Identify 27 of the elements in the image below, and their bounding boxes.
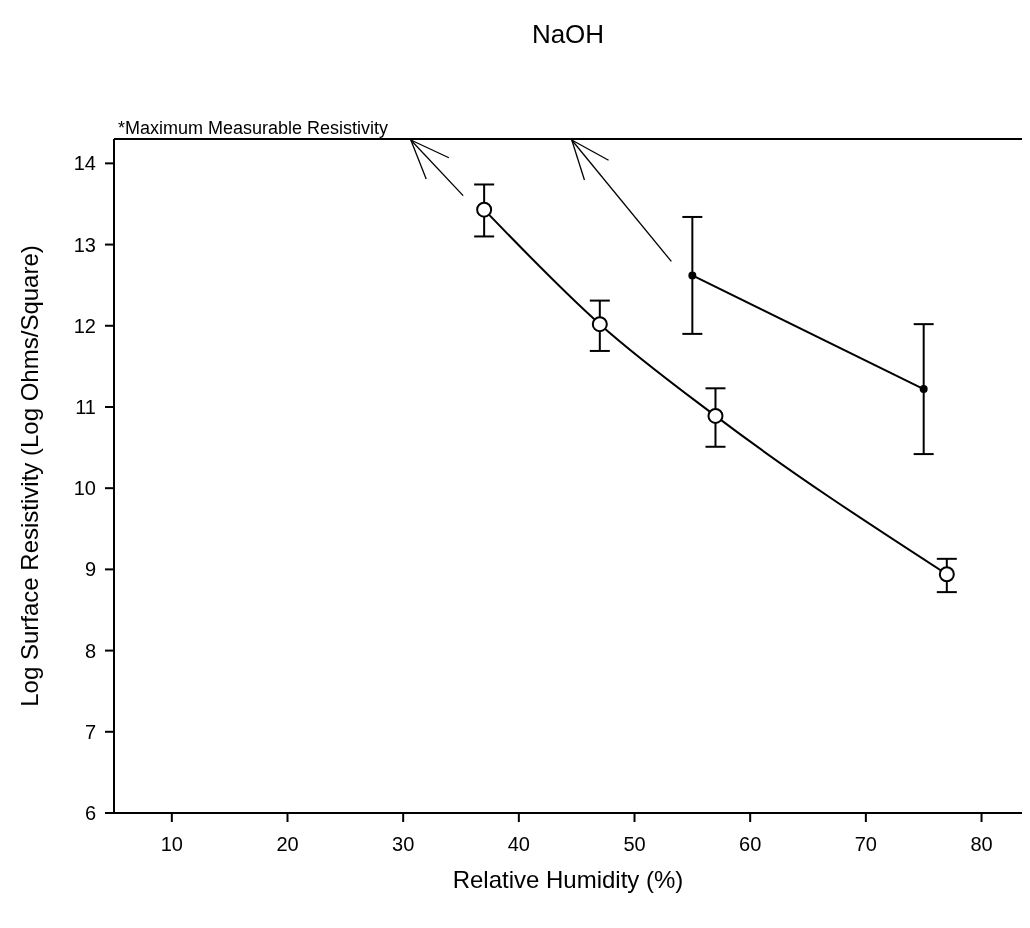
point xyxy=(688,271,697,280)
x-tick-label: 10 xyxy=(160,833,183,855)
y-tick-label: 14 xyxy=(73,152,96,175)
y-tick-label: 6 xyxy=(84,802,96,824)
point xyxy=(919,385,928,394)
x-tick-label: 20 xyxy=(276,833,299,855)
y-tick-label: 10 xyxy=(73,477,96,500)
y-axis-title: Log Surface Resistivity (Log Ohms/Square) xyxy=(16,245,43,707)
point xyxy=(591,316,608,333)
x-tick-label: 60 xyxy=(739,833,762,855)
ref-line-label: *Maximum Measurable Resistivity xyxy=(118,118,389,138)
y-tick-label: 12 xyxy=(73,314,96,337)
point xyxy=(476,201,493,218)
chart-title: NaOH xyxy=(531,19,605,49)
y-tick-label: 11 xyxy=(75,395,96,418)
point xyxy=(707,407,724,424)
x-tick-label: 30 xyxy=(392,833,415,855)
y-tick-label: 9 xyxy=(84,558,96,581)
x-tick-label: 70 xyxy=(854,833,877,855)
y-tick-label: 8 xyxy=(84,639,96,662)
x-tick-label: 40 xyxy=(507,833,530,855)
y-tick-label: 7 xyxy=(84,720,96,743)
x-tick-label: 50 xyxy=(623,833,646,855)
y-tick-label: 13 xyxy=(73,233,96,256)
x-axis-title: Relative Humidity (%) xyxy=(452,866,684,893)
point xyxy=(938,566,955,583)
x-tick-label: 80 xyxy=(970,833,993,855)
